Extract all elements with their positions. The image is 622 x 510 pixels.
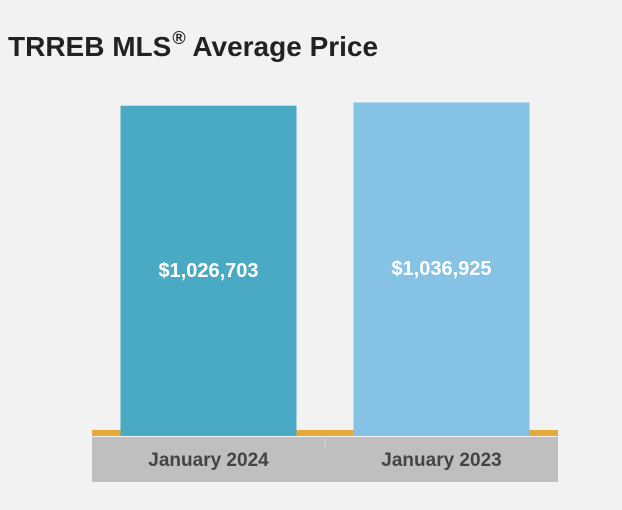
bar-1 — [120, 105, 297, 436]
bar-2 — [353, 102, 530, 436]
category-label-2: January 2023 — [381, 450, 501, 471]
chart-title: TRREB MLS® Average Price — [8, 28, 378, 63]
data-label-2: $1,036,925 — [391, 258, 491, 280]
bar-base-2 — [353, 430, 530, 436]
chart-title-main: TRREB MLS — [8, 31, 172, 62]
baseline — [92, 430, 558, 436]
data-label-1: $1,026,703 — [158, 260, 258, 282]
category-label-1: January 2024 — [148, 450, 269, 471]
bar-base-1 — [120, 430, 297, 436]
registered-mark: ® — [172, 28, 186, 48]
chart-title-rest: Average Price — [185, 31, 379, 62]
